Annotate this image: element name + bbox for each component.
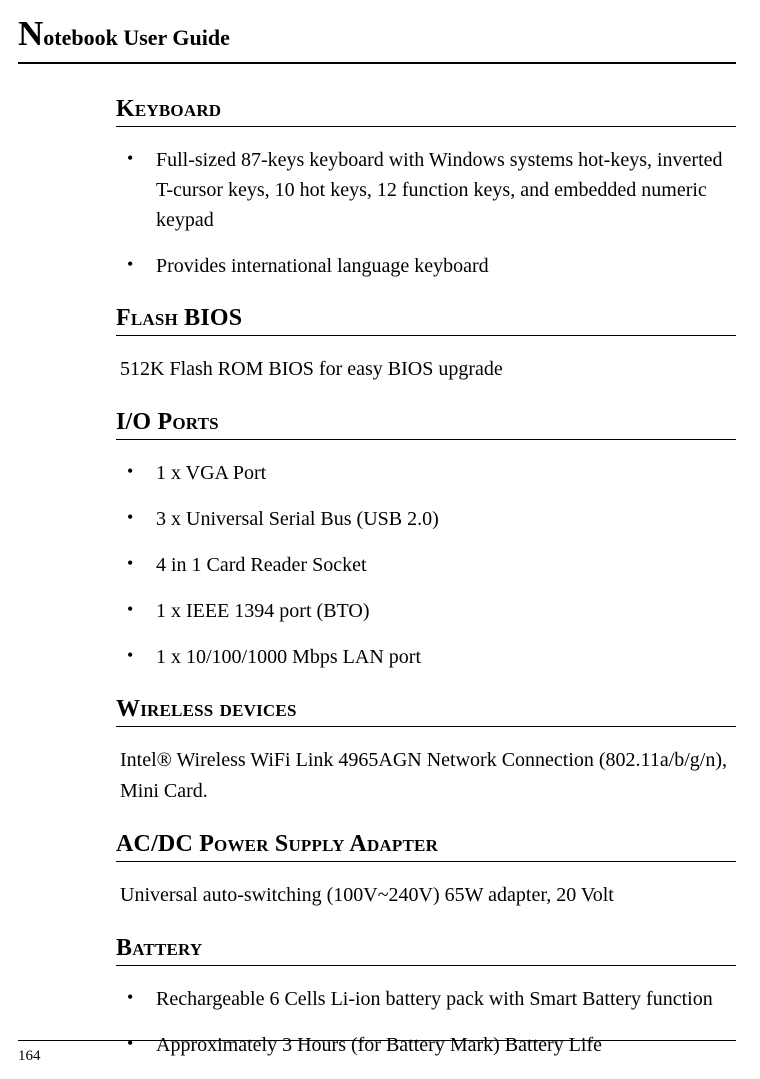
list-item: Provides international language keyboard [122, 251, 736, 281]
heading-keyboard: Keyboard [116, 96, 736, 127]
list-item: 1 x VGA Port [122, 458, 736, 488]
io-ports-list: 1 x VGA Port 3 x Universal Serial Bus (U… [122, 458, 736, 672]
flash-bios-text: 512K Flash ROM BIOS for easy BIOS upgrad… [120, 354, 736, 385]
list-item: 4 in 1 Card Reader Socket [122, 550, 736, 580]
list-item: Full-sized 87-keys keyboard with Windows… [122, 145, 736, 235]
power-text: Universal auto-switching (100V~240V) 65W… [120, 880, 736, 911]
list-item: Approximately 3 Hours (for Battery Mark)… [122, 1030, 736, 1060]
header-rest: otebook User Guide [43, 25, 230, 50]
list-item: 1 x IEEE 1394 port (BTO) [122, 596, 736, 626]
battery-list: Rechargeable 6 Cells Li-ion battery pack… [122, 984, 736, 1060]
heading-wireless: Wireless devices [116, 696, 736, 727]
content-area: Keyboard Full-sized 87-keys keyboard wit… [116, 96, 736, 1060]
list-item: Rechargeable 6 Cells Li-ion battery pack… [122, 984, 736, 1014]
list-item: 1 x 10/100/1000 Mbps LAN port [122, 642, 736, 672]
keyboard-list: Full-sized 87-keys keyboard with Windows… [122, 145, 736, 281]
wireless-text: Intel® Wireless WiFi Link 4965AGN Networ… [120, 745, 736, 807]
list-item: 3 x Universal Serial Bus (USB 2.0) [122, 504, 736, 534]
heading-power: AC/DC Power Supply Adapter [116, 831, 736, 862]
heading-battery: Battery [116, 935, 736, 966]
header-dropcap: N [18, 14, 43, 53]
header-title: Notebook User Guide [18, 14, 736, 64]
heading-flash-bios: Flash BIOS [116, 305, 736, 336]
page-number: 164 [18, 1048, 41, 1065]
heading-io-ports: I/O Ports [116, 409, 736, 440]
footer-rule [18, 1040, 736, 1041]
